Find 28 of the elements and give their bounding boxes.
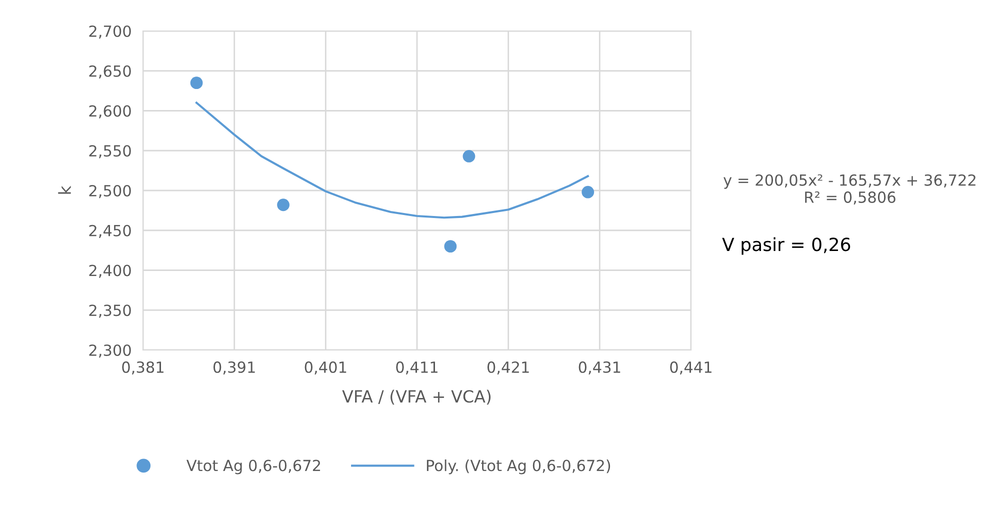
y-tick-label: 2,450 <box>89 224 131 238</box>
y-tick-label: 2,600 <box>89 105 131 118</box>
point <box>444 240 457 253</box>
y-tick-label: 2,500 <box>89 184 131 198</box>
y-axis-title: k <box>58 186 71 194</box>
legend-label: Poly. (Vtot Ag 0,6-0,672) <box>426 459 610 474</box>
point <box>190 76 203 90</box>
y-tick-label: 2,650 <box>89 65 131 78</box>
x-tick-label: 0,411 <box>396 361 438 374</box>
line-series <box>195 102 589 219</box>
x-tick-label: 0,421 <box>487 361 529 374</box>
x-tick-label: 0,391 <box>213 361 255 374</box>
text: y = 200,05x² - 165,57x + 36,722 R² = 0,5806 <box>724 174 976 205</box>
x-tick-label: 0,381 <box>122 361 164 374</box>
point <box>582 186 594 198</box>
x-tick-label: 0,431 <box>578 361 620 374</box>
point <box>462 150 476 162</box>
x-axis-title: VFA / (VFA + VCA) <box>342 390 491 405</box>
x-tick-label: 0,401 <box>304 361 346 374</box>
text: V pasir = 0,26 <box>722 237 850 255</box>
y-tick-label: 2,300 <box>89 344 131 358</box>
legend-label: Vtot Ag 0,6-0,672 <box>186 460 320 474</box>
point <box>277 198 290 212</box>
y-tick-label: 2,550 <box>89 145 131 158</box>
y-tick-label: 2,400 <box>89 264 131 278</box>
y-tick-label: 2,700 <box>89 25 131 39</box>
x-tick-label: 0,441 <box>670 361 712 374</box>
y-tick-label: 2,350 <box>89 304 131 318</box>
